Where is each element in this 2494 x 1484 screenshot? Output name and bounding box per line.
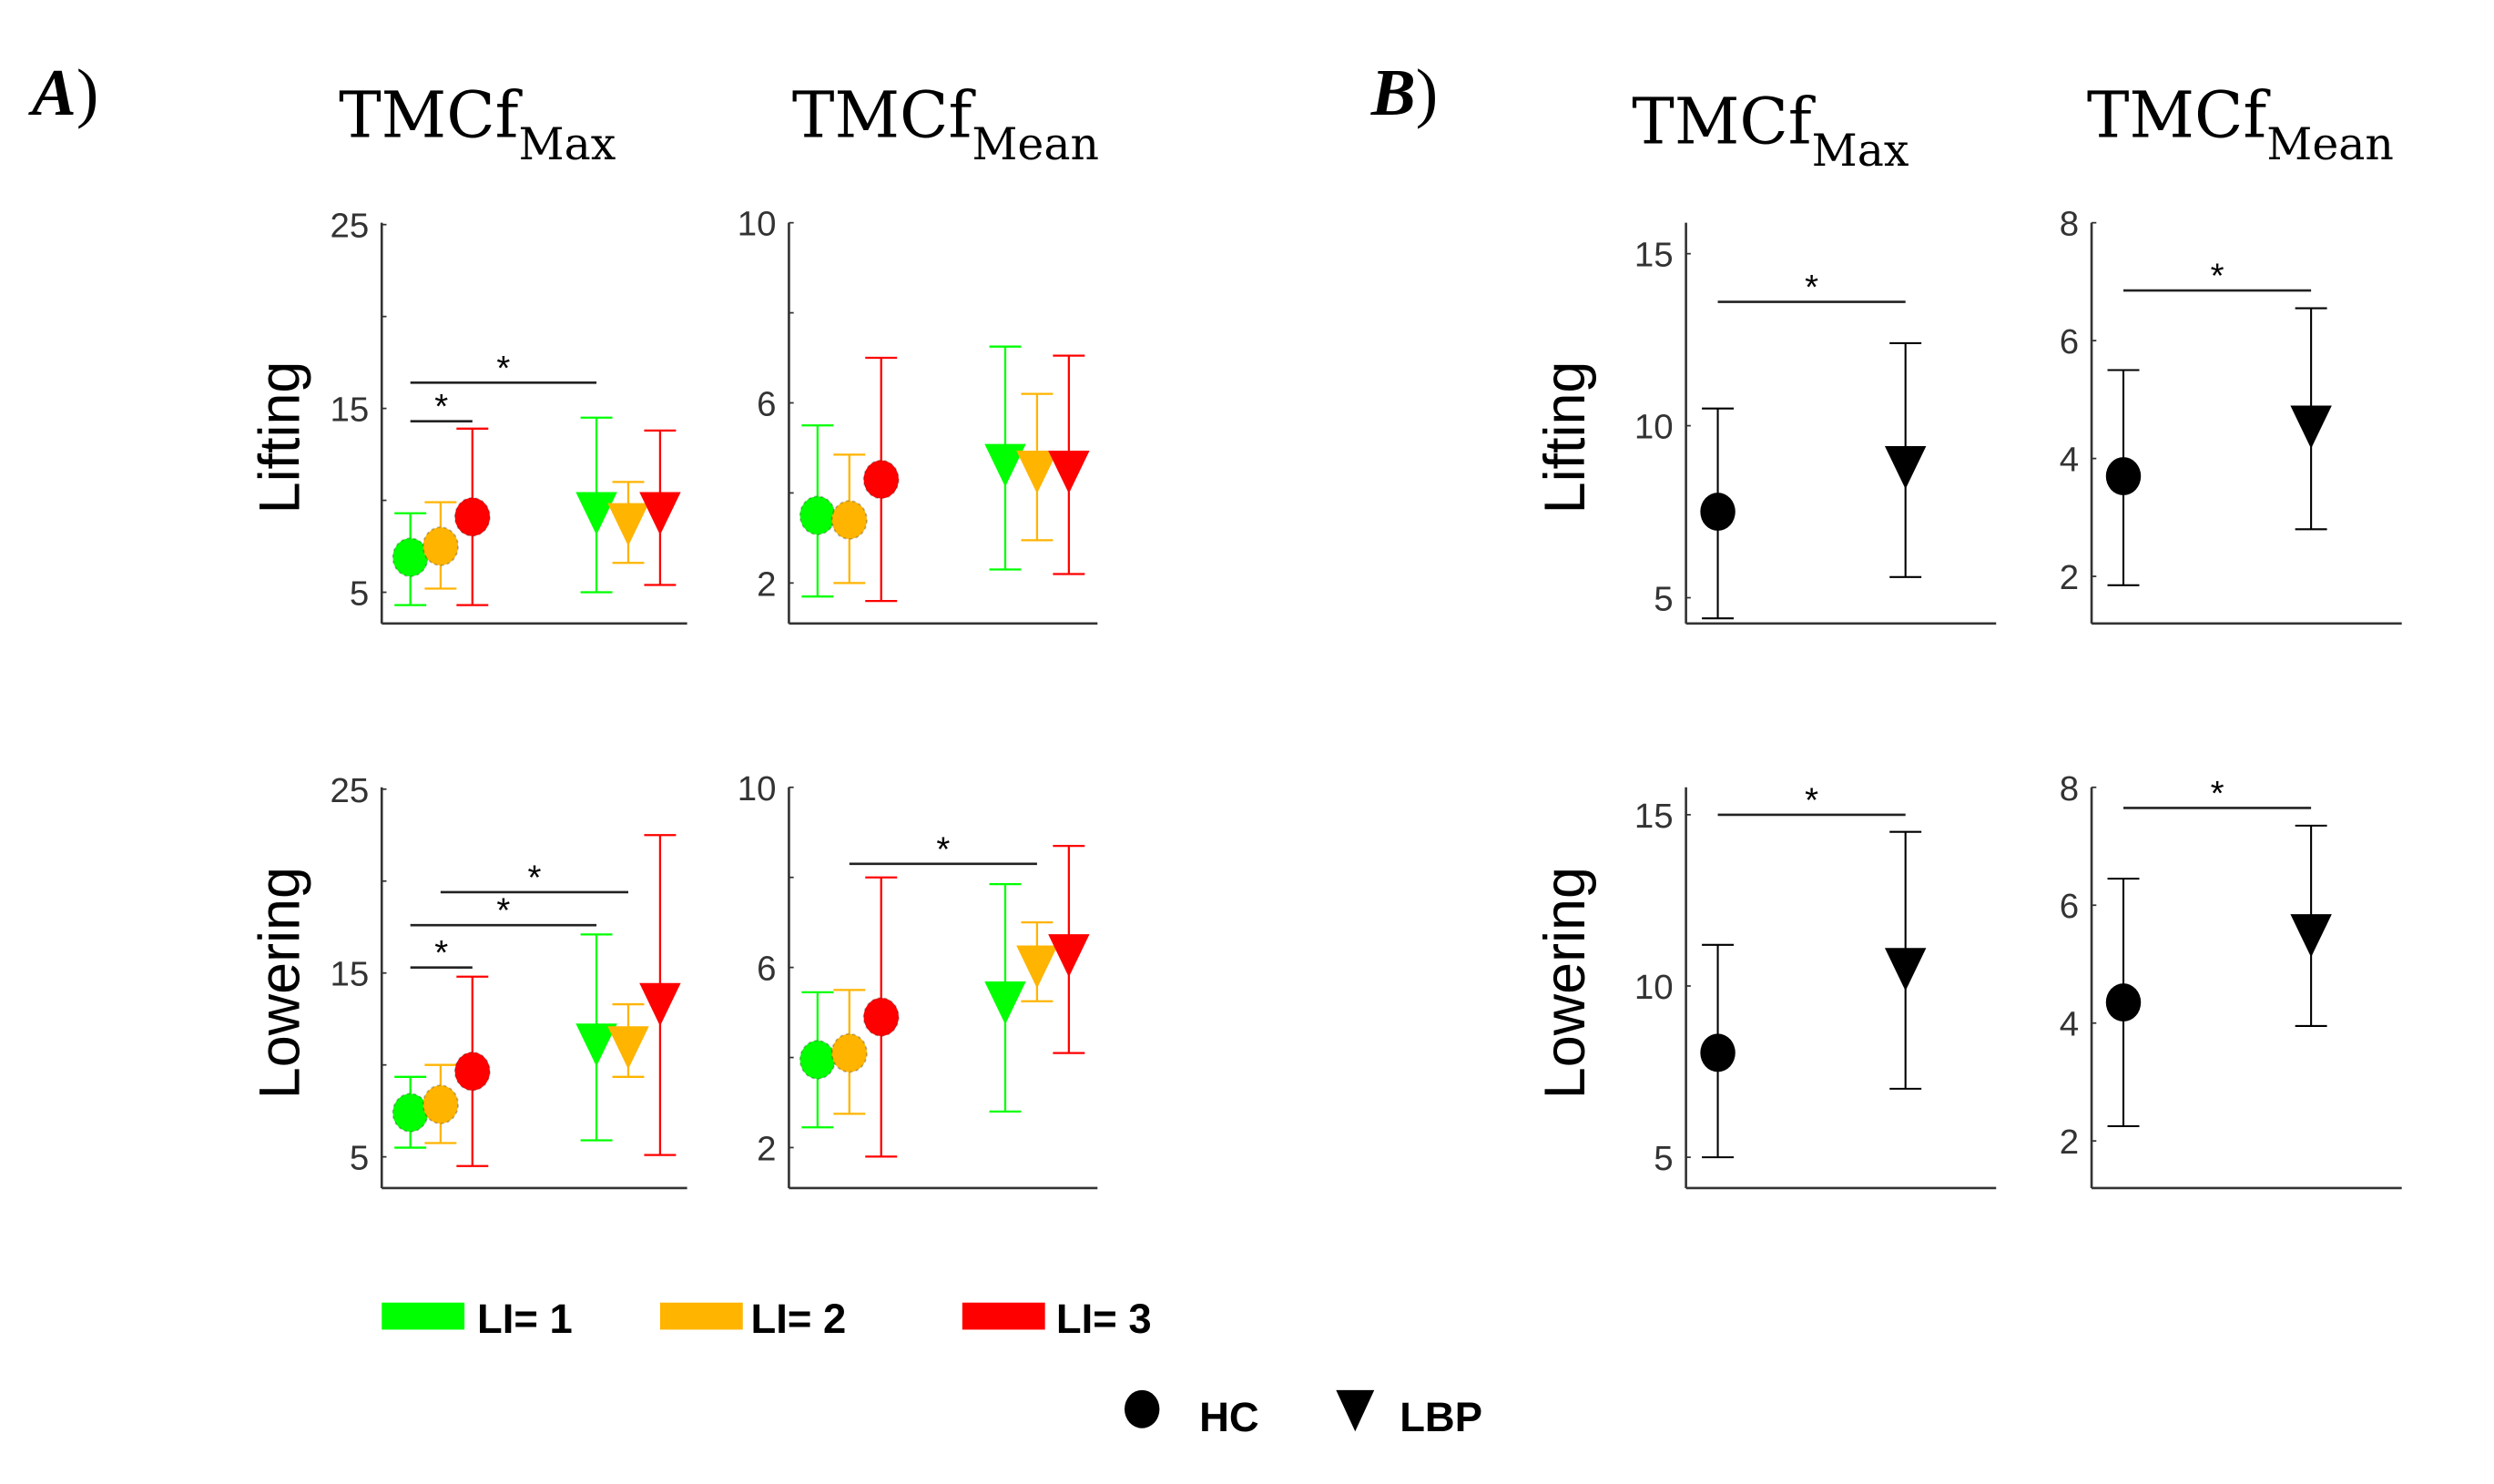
y-tick-label: 25 (331, 771, 370, 810)
marker-circle-hc (2105, 457, 2142, 495)
marker-triangle-lbp-li2 (607, 503, 649, 546)
plot-b-lifting-tmcfmean: 2 4 6 8 * (2060, 205, 2402, 625)
significance-star: * (496, 349, 510, 388)
title-a-max: TMCfMax (339, 78, 616, 169)
y-tick-label: 6 (2060, 887, 2079, 926)
y-tick-label: 10 (1634, 408, 1674, 447)
y-tick-label: 10 (738, 769, 777, 808)
y-tick-label: 5 (350, 574, 369, 614)
y-tick-label: 2 (757, 564, 776, 604)
legend-label-hc: HC (1199, 1394, 1259, 1440)
legend-levels: LI= 1 LI= 2 LI= 3 (382, 1296, 1152, 1342)
marker-triangle-lbp-li1 (575, 1023, 617, 1067)
legend-swatch-li2 (659, 1302, 743, 1330)
significance-star: * (434, 933, 448, 972)
marker-circle-hc-li1 (799, 495, 836, 535)
marker-triangle-lbp (2290, 914, 2332, 958)
marker-circle-hc (1700, 493, 1736, 532)
significance-star: * (2211, 774, 2224, 813)
marker-triangle-lbp-li1 (575, 492, 617, 535)
plot-a-lowering-tmcfmean: 2 6 10 * (738, 769, 1098, 1190)
significance-star: * (1805, 268, 1818, 307)
marker-circle-hc-li3 (862, 459, 900, 500)
y-tick-label: 2 (757, 1129, 776, 1168)
marker-triangle-lbp-li2 (607, 1026, 649, 1070)
y-tick-label: 5 (350, 1139, 369, 1178)
row-label-b-lowering: Lowering (1533, 867, 1597, 1099)
row-label-a-lowering: Lowering (248, 867, 311, 1099)
marker-circle-hc-li3 (862, 997, 900, 1037)
y-tick-label: 15 (1634, 797, 1674, 836)
marker-circle-hc-li2 (830, 500, 868, 540)
legend-circle-icon (1124, 1389, 1160, 1428)
marker-triangle-lbp (2290, 405, 2332, 449)
y-tick-label: 4 (2060, 441, 2079, 480)
significance-star: * (527, 858, 541, 897)
legend-label-lbp: LBP (1400, 1394, 1482, 1440)
marker-triangle-lbp-li2 (1016, 945, 1058, 989)
legend-swatch-li1 (382, 1302, 465, 1330)
y-tick-label: 8 (2060, 205, 2079, 244)
significance-star: * (936, 829, 950, 869)
y-tick-label: 6 (2060, 322, 2079, 361)
y-tick-label: 6 (757, 950, 776, 989)
y-tick-label: 2 (2060, 558, 2079, 597)
y-tick-label: 5 (1654, 579, 1673, 618)
y-tick-label: 5 (1654, 1139, 1673, 1178)
title-a-mean: TMCfMean (792, 78, 1099, 169)
significance-star: * (2211, 257, 2224, 296)
marker-triangle-lbp-li3 (639, 492, 681, 535)
y-tick-label: 8 (2060, 769, 2079, 808)
marker-triangle-lbp (1884, 948, 1927, 991)
marker-triangle-lbp-li3 (639, 982, 681, 1026)
marker-circle-hc-li2 (422, 526, 459, 566)
legend-triangle-icon (1336, 1389, 1375, 1432)
significance-star: * (434, 387, 448, 426)
y-tick-label: 2 (2060, 1123, 2079, 1162)
significance-star: * (1805, 780, 1818, 819)
marker-triangle-lbp-li1 (984, 443, 1026, 487)
marker-circle-hc (1700, 1033, 1736, 1072)
plot-b-lifting-tmcfmax: 5 10 15 * (1634, 222, 1997, 625)
panel-label-b: B) (1370, 56, 1438, 129)
plot-b-lowering-tmcfmean: 2 4 6 8 * (2060, 769, 2402, 1190)
y-tick-label: 10 (738, 205, 777, 244)
panel-label-a: A) (28, 56, 98, 129)
plot-a-lifting-tmcfmax: 5 15 25 * * (331, 207, 687, 625)
plot-b-lowering-tmcfmax: 5 10 15 * (1634, 780, 1997, 1190)
y-tick-label: 4 (2060, 1005, 2079, 1044)
marker-circle-hc-li3 (453, 1051, 491, 1092)
y-tick-label: 6 (757, 384, 776, 423)
significance-star: * (496, 891, 510, 930)
legend-label-li2: LI= 2 (750, 1296, 846, 1342)
y-tick-label: 25 (331, 207, 370, 246)
marker-circle-hc-li3 (453, 496, 491, 537)
marker-circle-hc (2105, 983, 2142, 1022)
plot-a-lowering-tmcfmax: 5 15 25 * * * (331, 771, 687, 1190)
y-tick-label: 15 (331, 955, 370, 994)
marker-triangle-lbp-li2 (1016, 451, 1058, 494)
legend-swatch-li3 (962, 1302, 1045, 1330)
row-label-b-lifting: Lifting (1533, 361, 1597, 514)
y-tick-label: 10 (1634, 968, 1674, 1007)
marker-circle-hc-li1 (392, 1093, 429, 1133)
legend-label-li1: LI= 1 (477, 1296, 573, 1342)
marker-triangle-lbp (1884, 445, 1927, 490)
marker-circle-hc-li2 (830, 1032, 868, 1073)
y-tick-label: 15 (331, 391, 370, 430)
marker-circle-hc-li2 (422, 1084, 459, 1124)
legend-label-li3: LI= 3 (1056, 1296, 1152, 1342)
title-b-max: TMCfMax (1632, 85, 1909, 176)
marker-triangle-lbp-li3 (1048, 451, 1090, 494)
marker-circle-hc-li1 (799, 1040, 836, 1080)
marker-triangle-lbp-li1 (984, 981, 1026, 1025)
row-label-a-lifting: Lifting (248, 361, 311, 514)
marker-triangle-lbp-li3 (1048, 934, 1090, 978)
y-tick-label: 15 (1634, 236, 1674, 275)
legend-groups: HC LBP (1124, 1389, 1482, 1440)
title-b-mean: TMCfMean (2087, 78, 2394, 169)
plot-a-lifting-tmcfmean: 2 6 10 (738, 205, 1098, 625)
